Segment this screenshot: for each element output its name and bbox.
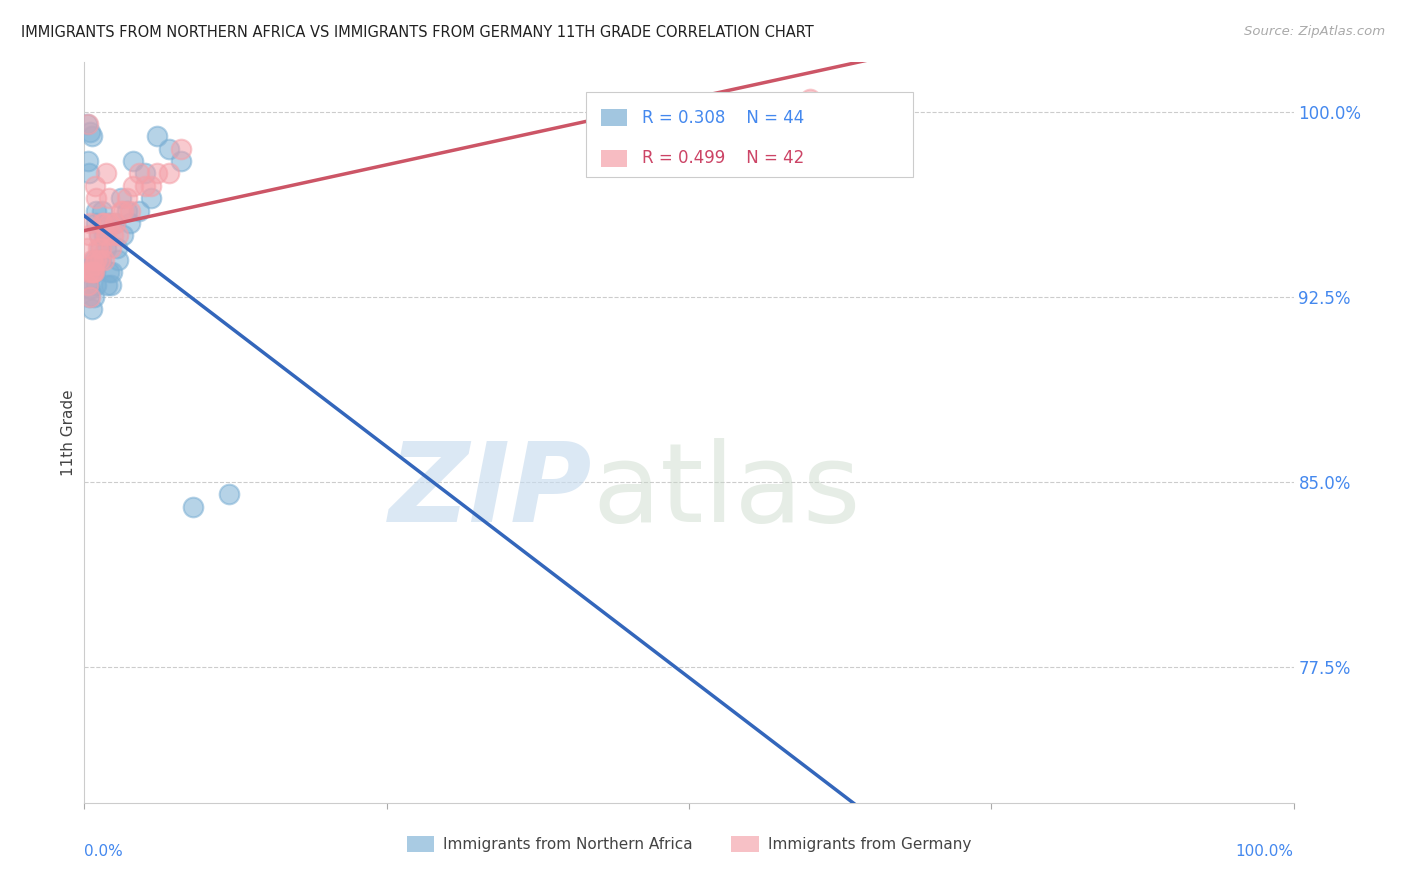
Point — [82, 265, 104, 279]
Point — [100, 277, 122, 292]
Point — [86, 216, 108, 230]
Point — [77, 277, 100, 292]
Point — [76, 240, 98, 254]
Point — [146, 129, 169, 144]
Point — [83, 252, 105, 267]
Point — [104, 216, 127, 230]
Point — [77, 166, 100, 180]
Point — [146, 166, 169, 180]
Point — [90, 252, 112, 267]
Point — [97, 191, 120, 205]
Point — [77, 154, 100, 169]
Point — [134, 166, 156, 180]
Point — [97, 216, 120, 230]
Point — [86, 203, 108, 218]
Point — [77, 277, 100, 292]
Point — [90, 240, 112, 254]
Point — [112, 228, 135, 243]
Text: atlas: atlas — [592, 438, 860, 545]
Point — [79, 290, 101, 304]
Point — [86, 277, 108, 292]
Point — [84, 265, 107, 279]
Point — [94, 228, 117, 243]
Point — [76, 117, 98, 131]
Point — [120, 216, 142, 230]
Point — [170, 154, 193, 169]
Point — [80, 265, 103, 279]
Point — [83, 265, 105, 279]
Text: 100.0%: 100.0% — [1236, 844, 1294, 858]
Point — [79, 283, 101, 297]
Point — [139, 191, 162, 205]
Text: Source: ZipAtlas.com: Source: ZipAtlas.com — [1244, 25, 1385, 38]
Point — [83, 290, 105, 304]
Point — [107, 252, 129, 267]
Point — [103, 228, 125, 243]
Point — [93, 252, 115, 267]
Point — [79, 216, 101, 230]
Point — [157, 142, 180, 156]
Point — [94, 166, 117, 180]
Text: R = 0.308    N = 44: R = 0.308 N = 44 — [641, 109, 804, 127]
Point — [128, 203, 150, 218]
Point — [134, 178, 156, 193]
Point — [218, 487, 240, 501]
Point — [91, 216, 114, 230]
Point — [121, 154, 143, 169]
Point — [112, 203, 135, 218]
Point — [87, 228, 110, 243]
Point — [77, 117, 100, 131]
FancyBboxPatch shape — [600, 151, 627, 167]
Point — [82, 258, 104, 272]
Point — [86, 252, 108, 267]
Point — [77, 265, 100, 279]
Point — [181, 500, 204, 514]
Point — [120, 203, 142, 218]
Point — [110, 191, 132, 205]
Point — [97, 265, 120, 279]
Point — [86, 191, 108, 205]
Point — [110, 203, 132, 218]
Point — [79, 124, 101, 138]
Point — [128, 166, 150, 180]
Point — [89, 240, 111, 254]
Point — [84, 178, 107, 193]
Text: ZIP: ZIP — [388, 438, 592, 545]
Point — [80, 129, 103, 144]
Point — [96, 277, 118, 292]
Point — [121, 178, 143, 193]
Point — [86, 240, 108, 254]
Point — [86, 252, 108, 267]
Point — [77, 290, 100, 304]
Y-axis label: 11th Grade: 11th Grade — [60, 389, 76, 476]
Point — [101, 265, 124, 279]
Point — [80, 252, 103, 267]
Point — [94, 240, 117, 254]
Text: IMMIGRANTS FROM NORTHERN AFRICA VS IMMIGRANTS FROM GERMANY 11TH GRADE CORRELATIO: IMMIGRANTS FROM NORTHERN AFRICA VS IMMIG… — [21, 25, 814, 40]
Legend: Immigrants from Northern Africa, Immigrants from Germany: Immigrants from Northern Africa, Immigra… — [401, 830, 977, 858]
Point — [89, 252, 111, 267]
Point — [97, 216, 120, 230]
Point — [91, 203, 114, 218]
Point — [93, 228, 115, 243]
Point — [170, 142, 193, 156]
FancyBboxPatch shape — [586, 92, 912, 178]
Point — [80, 302, 103, 317]
Point — [157, 166, 180, 180]
Point — [115, 191, 138, 205]
Point — [139, 178, 162, 193]
Point — [104, 216, 127, 230]
Text: 0.0%: 0.0% — [84, 844, 124, 858]
Point — [115, 203, 138, 218]
Point — [77, 228, 100, 243]
Point — [100, 240, 122, 254]
FancyBboxPatch shape — [600, 110, 627, 126]
Point — [83, 258, 105, 272]
Point — [87, 228, 110, 243]
Point — [799, 92, 821, 106]
Point — [107, 228, 129, 243]
Point — [93, 216, 115, 230]
Point — [105, 240, 128, 254]
Text: R = 0.499    N = 42: R = 0.499 N = 42 — [641, 150, 804, 168]
